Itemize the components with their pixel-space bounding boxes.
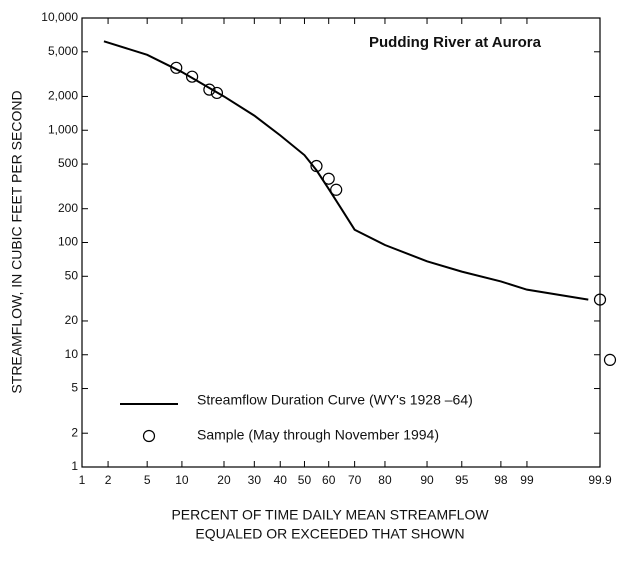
y-tick-label: 100 <box>58 235 78 249</box>
y-tick-label: 1 <box>71 459 78 473</box>
x-tick-label: 20 <box>217 473 231 487</box>
sample-point <box>603 353 617 366</box>
x-tick-label: 99.9 <box>588 473 612 487</box>
x-tick-label: 90 <box>420 473 434 487</box>
y-tick-label: 500 <box>58 156 78 170</box>
x-tick-label: 1 <box>79 473 86 487</box>
legend-label: Sample (May through November 1994) <box>197 427 439 443</box>
x-tick-label: 10 <box>175 473 189 487</box>
x-tick-label: 50 <box>298 473 312 487</box>
y-tick-label: 5,000 <box>48 44 78 58</box>
legend-marker <box>142 429 156 443</box>
x-tick-label: 80 <box>378 473 392 487</box>
sample-point <box>330 183 343 196</box>
y-tick-label: 200 <box>58 201 78 215</box>
sample-point <box>310 159 323 173</box>
x-tick-label: 2 <box>105 473 112 487</box>
y-tick-label: 2,000 <box>48 89 78 103</box>
x-tick-label: 95 <box>455 473 469 487</box>
y-tick-label: 2 <box>71 425 78 439</box>
y-tick-label: 1,000 <box>48 122 78 136</box>
sample-point <box>210 86 224 100</box>
x-tick-label: 99 <box>520 473 534 487</box>
x-tick-label: 5 <box>144 473 151 487</box>
curve <box>103 40 589 301</box>
sample-point <box>203 83 216 96</box>
sample-point <box>186 70 199 83</box>
y-tick-label: 10 <box>65 347 79 361</box>
x-tick-label: 70 <box>348 473 362 487</box>
sample-point <box>322 172 335 185</box>
x-tick-label: 40 <box>274 473 288 487</box>
x-tick-label: 30 <box>248 473 262 487</box>
x-axis-label: PERCENT OF TIME DAILY MEAN STREAMFLOW <box>171 507 489 523</box>
x-axis-label: EQUALED OR EXCEEDED THAT SHOWN <box>195 526 464 542</box>
x-tick-label: 60 <box>322 473 336 487</box>
y-axis-label: STREAMFLOW, IN CUBIC FEET PER SECOND <box>9 90 25 393</box>
y-tick-label: 10,000 <box>41 10 78 24</box>
chart-title: Pudding River at Aurora <box>369 34 542 51</box>
legend-label: Streamflow Duration Curve (WY's 1928 –64… <box>197 392 473 408</box>
sample-point <box>593 293 607 306</box>
x-tick-label: 98 <box>494 473 508 487</box>
y-tick-label: 20 <box>65 313 79 327</box>
y-tick-label: 5 <box>71 381 78 395</box>
sample-point <box>170 61 183 74</box>
y-tick-label: 50 <box>65 268 79 282</box>
